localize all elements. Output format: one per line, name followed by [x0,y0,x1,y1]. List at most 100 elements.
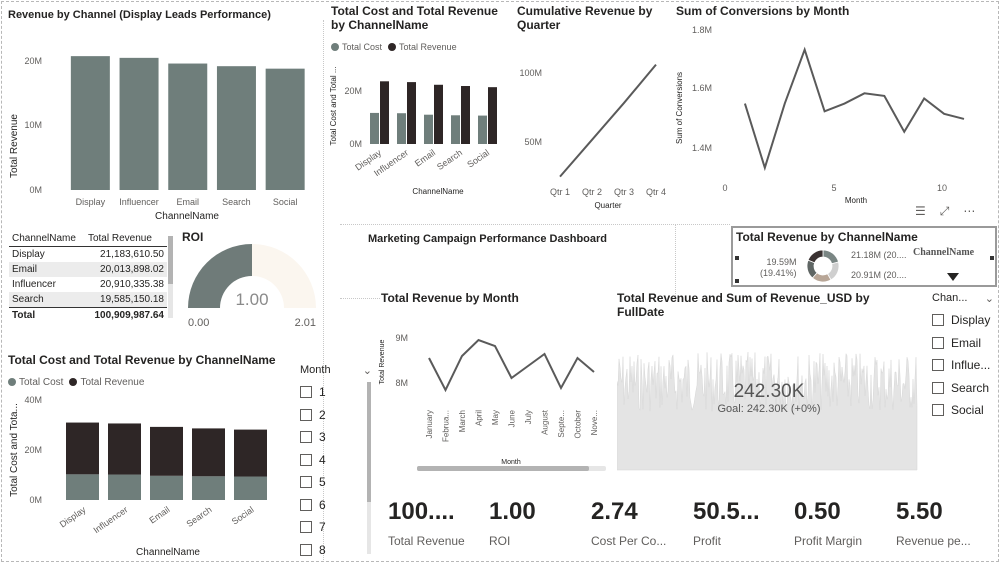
month-slicer-scrollbar-thumb[interactable] [367,382,371,502]
month-slicer-header[interactable]: Month ⌄ [300,364,372,377]
area-chart[interactable]: 242.30K Goal: 242.30K (+0%) [617,322,919,472]
bar-revenue-chart[interactable]: Total Revenue 20M 10M 0M Display Influenc… [4,26,316,226]
stacked-bar-segment[interactable] [150,475,183,500]
table-row[interactable]: Search 19,585,150.18 [9,292,167,308]
table-row[interactable]: Email 20,013,898.02 [9,262,167,277]
channel-slicer-item[interactable]: Search [932,377,994,400]
month-slicer-item[interactable]: 1 [300,381,372,404]
monthly-revenue-scrollbar-thumb[interactable] [417,466,589,471]
checkbox[interactable] [300,476,312,489]
slicer-item-label: Search [951,380,990,395]
stacked-bar-segment[interactable] [66,474,99,500]
small-combo-bar[interactable] [424,114,433,144]
stacked-chart[interactable]: Total Cost and Tota... 40M 20M 0M Displa… [4,390,294,560]
table-header-revenue[interactable]: Total Revenue [84,231,167,247]
slicer-item-label: 8 [319,542,326,557]
small-combo-bar[interactable] [461,86,470,144]
channel-slicer-item[interactable]: Social [932,399,994,422]
stacked-bar-segment[interactable] [234,476,267,500]
checkbox[interactable] [300,543,312,556]
channel-slicer-header[interactable]: Chan... ⌄ [932,292,994,305]
conversions-chart[interactable]: Sum of Conversions 1.8M 1.6M 1.4M 0 5 10… [670,18,995,208]
donut-slice[interactable] [807,249,824,264]
visual-header-icons: ☰ ⤢ ⋯ [915,204,975,219]
stacked-bar-segment[interactable] [108,474,141,500]
roi-gauge[interactable]: 1.00 0.00 2.01 [180,240,325,332]
focus-mode-icon[interactable]: ⤢ [939,204,950,218]
month-slicer-item[interactable]: 8 [300,539,372,562]
chevron-down-icon[interactable]: ⌄ [362,365,372,377]
kpi-card[interactable]: 5.50 Revenue pe... [896,498,986,548]
conversions-line[interactable] [743,46,965,172]
gauge-max: 2.01 [295,317,316,329]
stacked-bar-segment[interactable] [150,426,183,476]
checkbox[interactable] [300,521,312,534]
area-series[interactable] [617,352,918,471]
small-combo-bar[interactable] [407,82,416,144]
legend-dropdown-icon[interactable] [947,273,959,281]
bar-revenue-bar[interactable] [168,63,208,190]
channel-slicer-item[interactable]: Email [932,332,994,355]
small-combo-bar[interactable] [434,84,443,144]
small-combo-bar[interactable] [478,115,487,144]
donut-chart[interactable] [805,248,841,284]
stacked-bar-segment[interactable] [192,428,225,477]
checkbox[interactable] [300,431,312,444]
resize-handle[interactable] [735,256,739,260]
kpi-card[interactable]: 1.00 ROI [489,498,591,548]
checkbox[interactable] [300,408,312,421]
table-scrollbar[interactable] [168,236,173,318]
chevron-down-icon[interactable]: ⌄ [984,293,994,305]
table-row[interactable]: Influencer 20,910,335.38 [9,277,167,292]
bar-revenue-bar[interactable] [216,66,256,190]
small-combo-bar[interactable] [370,112,379,144]
kpi-card[interactable]: 0.50 Profit Margin [794,498,896,548]
checkbox[interactable] [932,336,944,349]
filter-icon[interactable]: ☰ [915,204,926,218]
donut-slice[interactable] [822,249,839,265]
resize-handle[interactable] [735,279,739,283]
kpi-card[interactable]: 2.74 Cost Per Co... [591,498,693,548]
checkbox[interactable] [932,381,944,394]
cumulative-line[interactable] [559,63,657,178]
table-header-channel[interactable]: ChannelName [9,231,85,247]
stacked-bar-segment[interactable] [66,422,99,475]
table-row[interactable]: Display 21,183,610.50 [9,247,167,263]
resize-handle[interactable] [990,256,994,260]
channel-slicer-item[interactable]: Display [932,309,994,332]
kpi-card[interactable]: 50.5... Profit [693,498,794,548]
checkbox[interactable] [300,498,312,511]
cumulative-chart[interactable]: 100M 50M Qtr 1 Qtr 2 Qtr 3 Qtr 4 Quarter [512,36,672,212]
stacked-bar-segment[interactable] [192,476,225,500]
month-slicer-item[interactable]: 4 [300,449,372,472]
small-combo-bar[interactable] [380,81,389,144]
stacked-bar-segment[interactable] [234,429,267,477]
month-slicer-item[interactable]: 7 [300,516,372,539]
bar-revenue-bar[interactable] [119,57,159,190]
small-combo-bar[interactable] [488,87,497,144]
month-slicer-scrollbar[interactable] [367,382,371,554]
month-slicer-item[interactable]: 6 [300,494,372,517]
checkbox[interactable] [932,359,944,372]
checkbox[interactable] [932,404,944,417]
table-scrollbar-thumb[interactable] [168,236,173,284]
channel-slicer-item[interactable]: Influe... [932,354,994,377]
month-slicer-item[interactable]: 3 [300,426,372,449]
monthly-revenue-line[interactable] [428,338,595,393]
checkbox[interactable] [300,453,312,466]
small-combo-bar[interactable] [451,115,460,144]
stacked-bar-segment[interactable] [108,423,141,475]
monthly-revenue-chart[interactable]: Total Revenue 9M 8M January Februa... Marc… [375,306,610,472]
month-slicer-item[interactable]: 5 [300,471,372,494]
month-slicer-item[interactable]: 2 [300,404,372,427]
bar-revenue-bar[interactable] [70,56,110,191]
bar-revenue-bar[interactable] [265,68,305,190]
revenue-table[interactable]: ChannelName Total Revenue Display 21,183… [9,231,167,323]
small-combo-chart[interactable]: Total Cost and Total ... 20M 0M DisplayI… [326,56,510,198]
donut-visual-container[interactable]: Total Revenue by ChannelName ChannelName… [731,226,997,287]
checkbox[interactable] [300,386,312,399]
small-combo-bar[interactable] [397,113,406,144]
checkbox[interactable] [932,314,944,327]
more-options-icon[interactable]: ⋯ [963,204,976,218]
kpi-card[interactable]: 100.... Total Revenue [388,498,489,548]
